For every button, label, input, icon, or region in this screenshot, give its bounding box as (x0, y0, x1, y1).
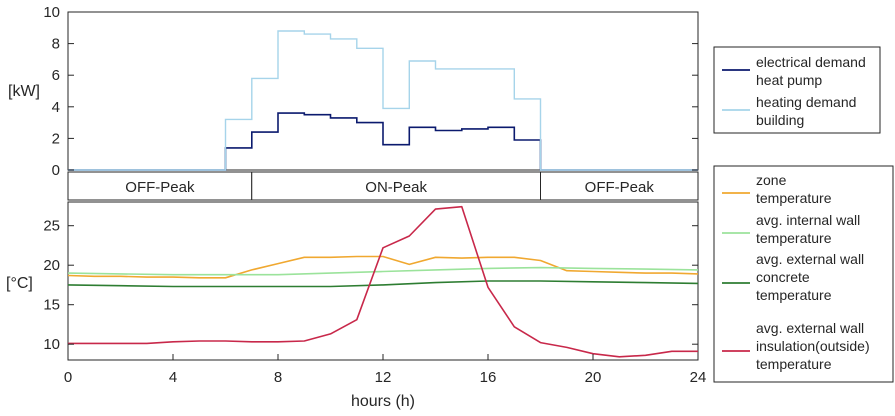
y-tick-label: 25 (43, 218, 60, 235)
legend-entry-label: heat pump (756, 72, 822, 88)
x-tick-label: 8 (274, 369, 282, 386)
power-demand-legend: electrical demand heat pump heating demand… (713, 46, 881, 134)
power-demand-y-ticks: 0 2 4 6 8 10 (43, 4, 698, 179)
legend-entry-label: temperature (756, 230, 832, 246)
legend-entry-label: zone (756, 172, 787, 188)
x-tick-label: 24 (690, 369, 707, 386)
legend-entry-label: avg. internal wall (756, 212, 860, 228)
power-demand-series (68, 30, 698, 171)
x-tick-label: 0 (64, 369, 72, 386)
temperature-axes-frame (67, 201, 699, 361)
period-label: OFF-Peak (125, 179, 195, 196)
y-tick-label: 10 (43, 336, 60, 353)
temperature-y-ticks: 10 15 20 25 (43, 218, 698, 353)
temperature-series (67, 205, 699, 358)
legend-entry-label: insulation(outside) (756, 338, 870, 354)
legend-box (713, 46, 881, 134)
series-line-external-wall-concrete-temperature (67, 280, 699, 288)
x-tick-label: 12 (375, 369, 392, 386)
y-tick-label: 6 (52, 67, 60, 84)
legend-entry-label: temperature (756, 190, 832, 206)
y-tick-label: 15 (43, 297, 60, 314)
temperature-legend: zone temperature avg. internal wall tempera… (713, 165, 894, 383)
power-demand-y-axis-label: [kW] (8, 83, 40, 100)
series-line-heating-demand (68, 30, 698, 171)
legend-entry-label: avg. external wall (756, 320, 864, 336)
series-line-zone-temperature (67, 255, 699, 279)
x-tick-label: 4 (169, 369, 177, 386)
period-label: ON-Peak (365, 179, 427, 196)
legend-entry-label: concrete (756, 269, 810, 285)
temperature-x-ticks: 0 4 8 12 16 20 24 (64, 354, 707, 386)
legend-entry-label: heating demand (756, 94, 856, 110)
y-tick-label: 2 (52, 130, 60, 147)
x-tick-label: 20 (585, 369, 602, 386)
y-tick-label: 8 (52, 36, 60, 53)
power-demand-chart: 0 2 4 6 8 10 [kW] (8, 4, 699, 179)
series-line-internal-wall-temperature (67, 266, 699, 276)
temperature-x-axis-label: hours (h) (351, 393, 415, 410)
legend-entry-label: electrical demand (756, 54, 866, 70)
period-box (67, 171, 253, 201)
legend-entry-label: building (756, 112, 804, 128)
legend-entry-label: temperature (756, 287, 832, 303)
x-tick-label: 16 (480, 369, 497, 386)
series-line-electrical-demand (68, 112, 698, 171)
y-tick-label: 0 (52, 162, 60, 179)
y-tick-label: 10 (43, 4, 60, 21)
legend-entry-label: avg. external wall (756, 251, 864, 267)
temperature-y-axis-label: [°C] (6, 275, 33, 292)
temperature-chart: 10 15 20 25 0 4 8 12 16 20 24 [°C] hours (h) (6, 201, 707, 410)
legend-box (713, 165, 894, 383)
series-line-external-wall-insulation-temperature (68, 205, 698, 358)
y-tick-label: 20 (43, 257, 60, 274)
legend-entry-label: temperature (756, 356, 832, 372)
period-box (540, 171, 699, 201)
period-label: OFF-Peak (585, 179, 655, 196)
y-tick-label: 4 (52, 99, 60, 116)
tariff-period-band: OFF-Peak ON-Peak OFF-Peak (67, 171, 699, 201)
